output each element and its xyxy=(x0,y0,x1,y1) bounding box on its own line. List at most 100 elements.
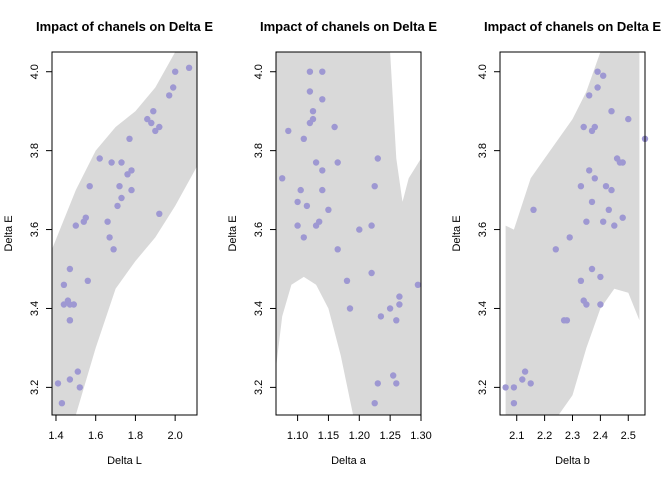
x-tick-label: 1.6 xyxy=(88,430,103,442)
data-point xyxy=(414,281,422,288)
data-point xyxy=(530,206,537,213)
data-point xyxy=(108,159,115,166)
data-point xyxy=(527,380,534,387)
data-point xyxy=(371,400,378,407)
data-point xyxy=(309,115,317,123)
x-tick-label: 2.4 xyxy=(593,430,608,442)
data-point xyxy=(319,186,326,194)
data-point xyxy=(72,222,80,229)
data-point xyxy=(156,210,163,217)
y-axis-label: Delta E xyxy=(451,215,463,251)
chart-panel-1: 1.4 1.6 1.8 2.0 3.2 3.4 3.6 3.8 4.0 Impact of cha… xyxy=(3,19,213,467)
data-point xyxy=(124,171,131,178)
data-point xyxy=(502,384,509,391)
data-point xyxy=(608,108,615,115)
data-point xyxy=(306,68,314,75)
data-point xyxy=(319,96,326,103)
data-point xyxy=(386,305,394,312)
x-tick-label: 1.4 xyxy=(48,430,63,442)
data-point xyxy=(608,186,615,194)
x-tick-label: 1.20 xyxy=(349,430,370,442)
data-point xyxy=(306,88,314,95)
confidence-band xyxy=(505,52,640,415)
data-point xyxy=(594,84,601,91)
data-point xyxy=(393,317,400,324)
data-point xyxy=(588,198,596,206)
x-tick-label: 1.25 xyxy=(379,430,400,442)
data-point xyxy=(377,313,385,320)
data-point xyxy=(114,202,121,210)
plot-frame xyxy=(275,51,422,416)
x-tick-label: 2.3 xyxy=(565,430,580,442)
data-point xyxy=(118,194,125,202)
x-axis-label: Delta b xyxy=(555,455,590,467)
data-point xyxy=(396,301,403,308)
data-point xyxy=(128,186,135,194)
data-point xyxy=(104,218,111,225)
confidence-band xyxy=(52,52,197,415)
data-point xyxy=(106,234,113,241)
y-tick-label: 3.2 xyxy=(253,380,265,395)
y-tick-label: 3.6 xyxy=(29,222,41,237)
data-point xyxy=(279,175,286,182)
data-point xyxy=(96,155,103,162)
x-tick-label: 1.8 xyxy=(128,430,143,442)
data-point xyxy=(346,305,354,312)
data-point xyxy=(86,183,93,190)
data-point xyxy=(294,222,301,229)
data-point xyxy=(166,92,173,99)
data-point xyxy=(316,218,323,225)
data-point xyxy=(374,380,381,387)
x-tick-label: 1.30 xyxy=(410,430,431,442)
data-point xyxy=(303,202,311,210)
data-point xyxy=(597,273,604,281)
x-tick-label: 2.1 xyxy=(509,430,524,442)
data-point xyxy=(586,92,593,99)
data-point xyxy=(110,246,117,253)
data-point xyxy=(74,368,82,375)
data-point xyxy=(583,301,590,308)
data-point xyxy=(334,246,341,253)
data-point xyxy=(611,222,618,229)
data-point xyxy=(128,167,135,174)
x-tick-label: 1.10 xyxy=(287,430,308,442)
data-point xyxy=(84,277,92,284)
data-point xyxy=(126,135,133,142)
data-point xyxy=(152,127,159,135)
plot-frame xyxy=(51,51,198,416)
data-point xyxy=(150,108,157,115)
x-axis-label: Delta a xyxy=(331,455,367,467)
x-axis-label: Delta L xyxy=(107,455,142,467)
y-tick-label: 4.0 xyxy=(29,64,41,79)
data-point xyxy=(319,68,326,75)
chart-title: Impact of chanels on Delta E xyxy=(260,19,437,34)
data-point xyxy=(619,214,626,221)
data-point xyxy=(374,155,381,162)
data-point xyxy=(70,301,78,308)
data-point xyxy=(368,269,375,277)
data-point xyxy=(312,159,320,166)
data-point xyxy=(602,183,610,190)
data-point xyxy=(170,84,177,91)
data-point xyxy=(594,68,601,75)
data-point xyxy=(58,400,66,407)
y-tick-label: 3.8 xyxy=(253,143,265,158)
data-point xyxy=(619,159,626,166)
data-point xyxy=(297,186,304,194)
data-point xyxy=(519,376,526,383)
data-point xyxy=(331,123,338,131)
chart-panel-2: 1.10 1.15 1.20 1.25 1.30 3.2 3.4 3.6 3.8 4.0 Impac… xyxy=(227,19,437,467)
chart-title: Impact of chanels on Delta E xyxy=(484,19,661,34)
data-point xyxy=(580,123,587,131)
data-point xyxy=(76,384,84,391)
y-tick-label: 3.8 xyxy=(477,143,489,158)
data-point xyxy=(588,265,596,273)
data-point xyxy=(368,222,375,229)
data-point xyxy=(60,301,68,308)
x-tick-label: 2.2 xyxy=(537,430,552,442)
confidence-band xyxy=(276,52,421,415)
y-tick-label: 3.2 xyxy=(477,380,489,395)
data-point xyxy=(156,123,163,131)
x-tick-label: 1.15 xyxy=(318,430,339,442)
data-point xyxy=(319,167,326,174)
